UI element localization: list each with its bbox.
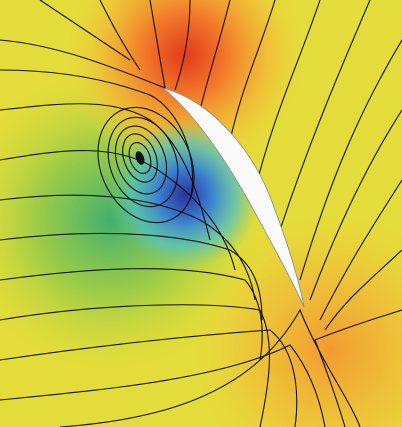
vortex [97,106,195,224]
airfoil [162,87,305,308]
